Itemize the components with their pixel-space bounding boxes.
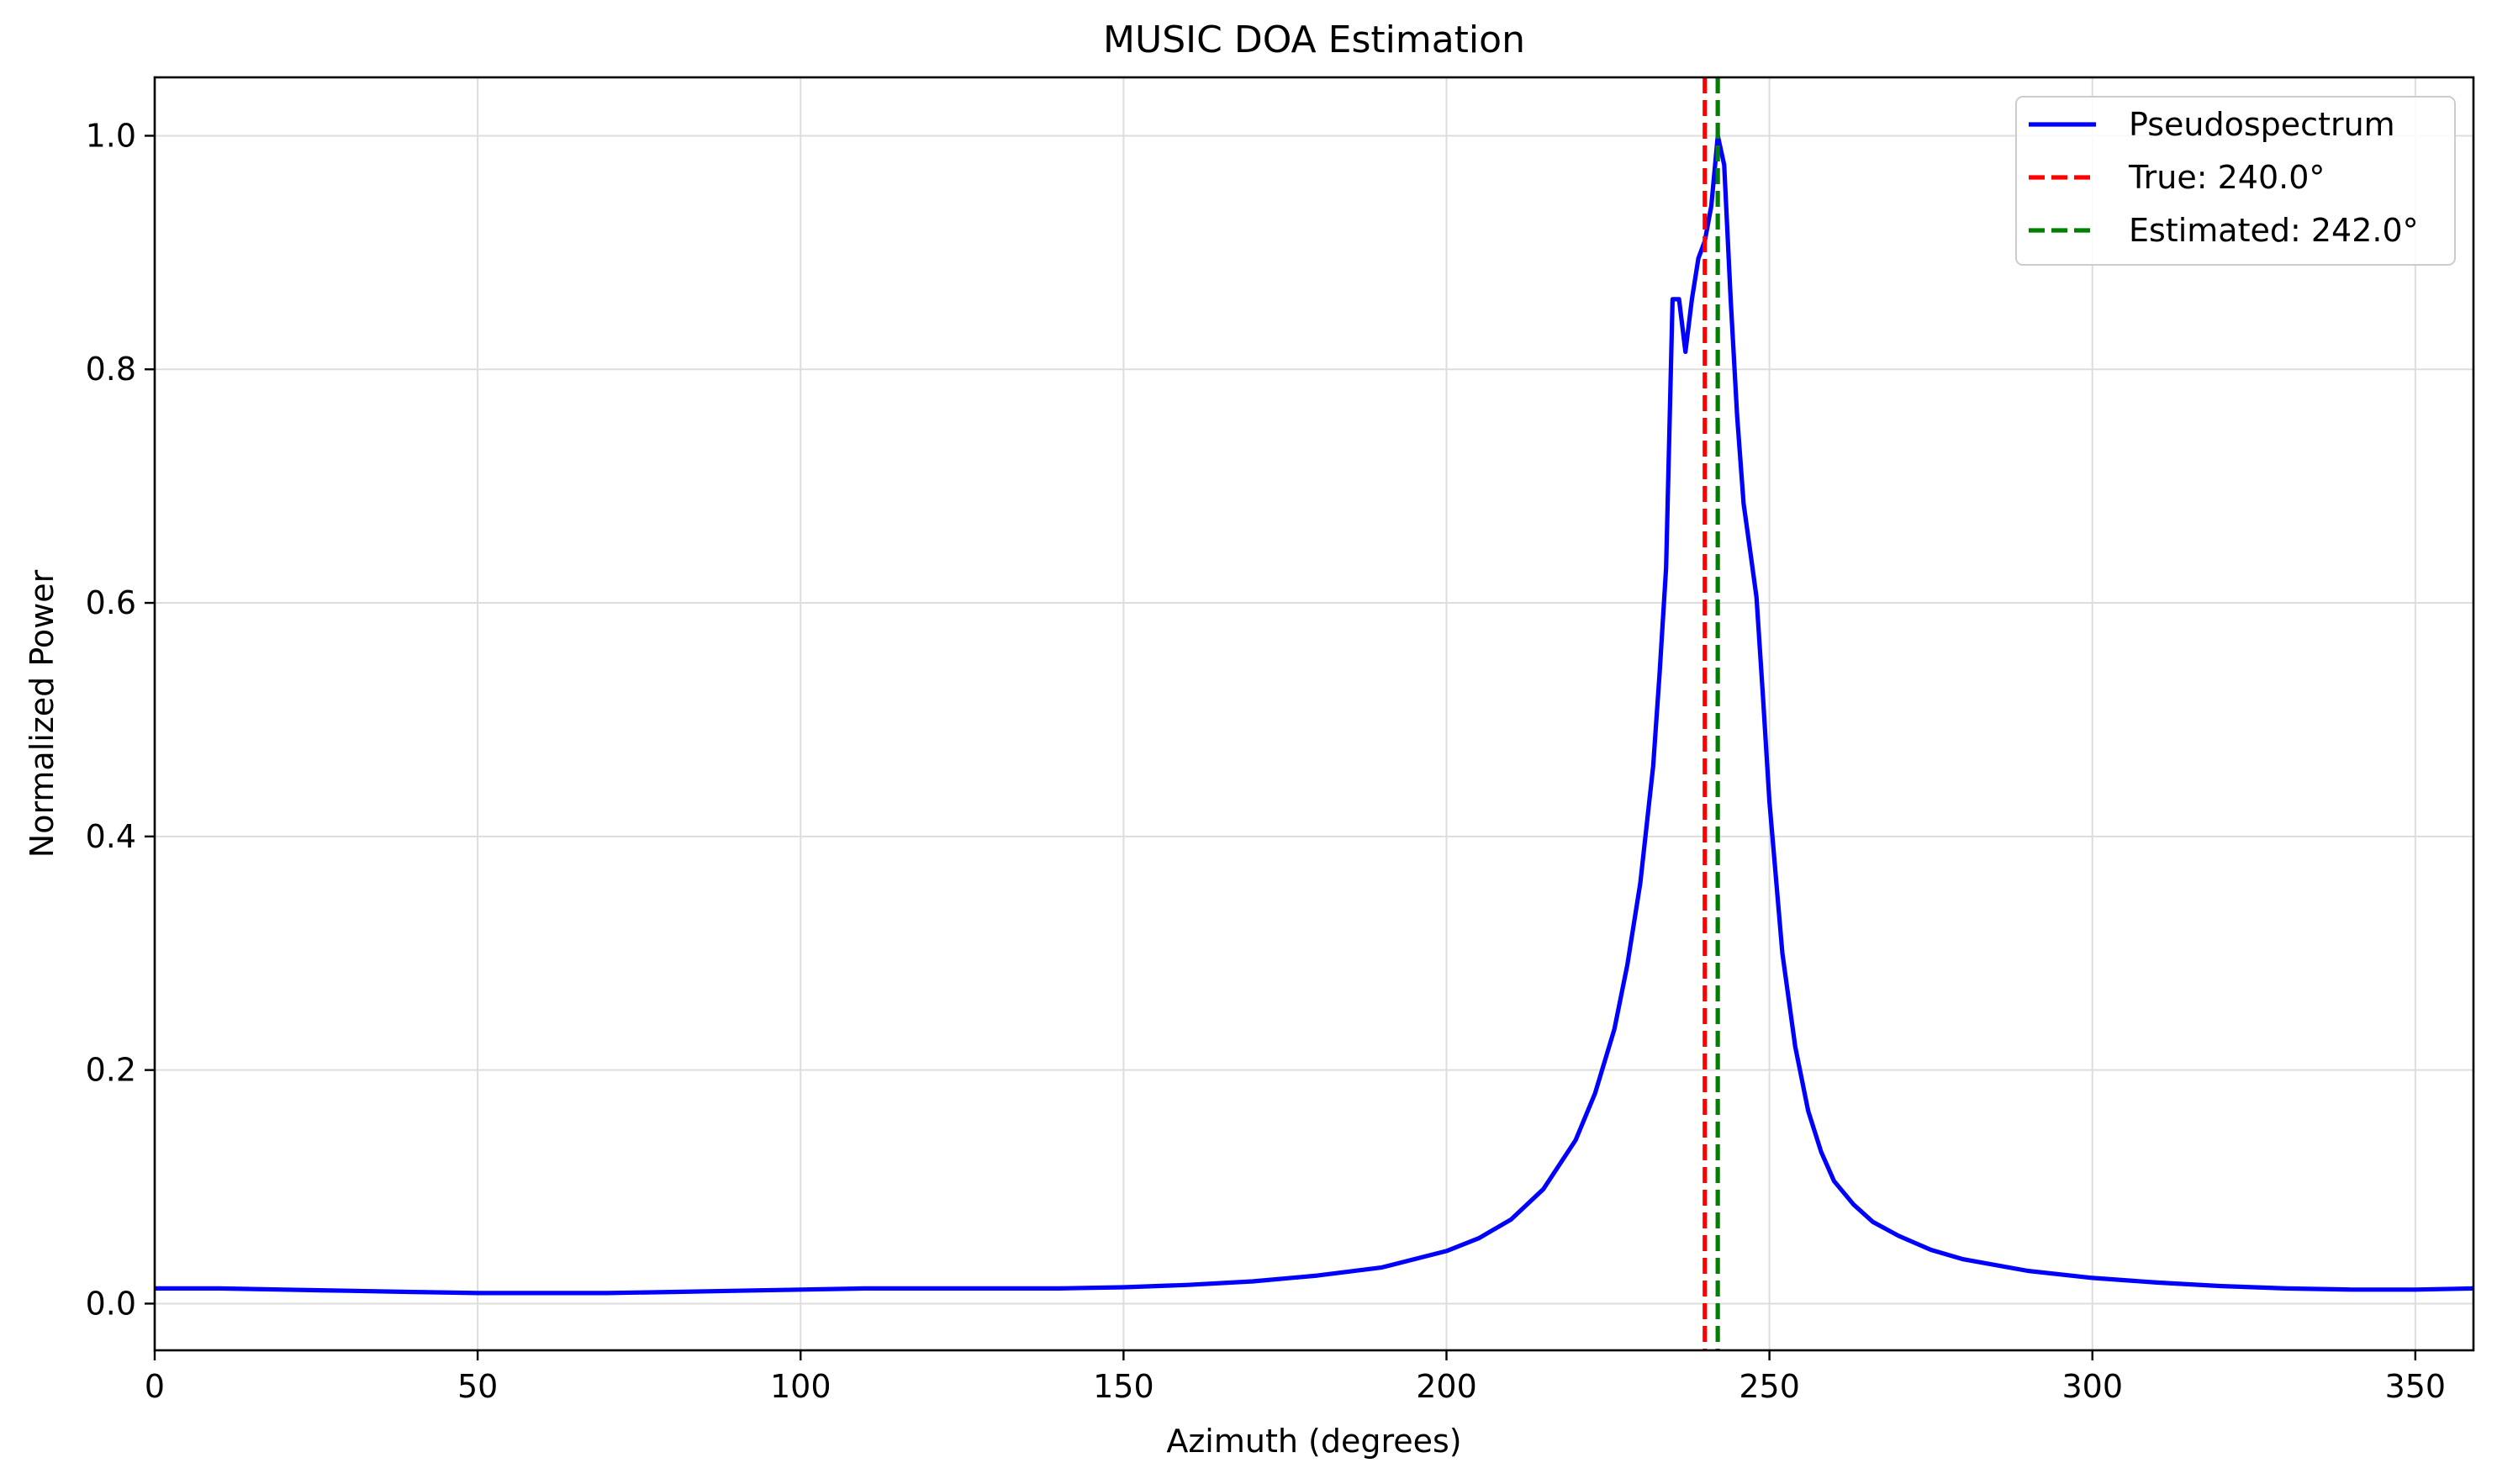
y-tick-label: 0.8 xyxy=(86,351,136,388)
y-axis-label: Normalized Power xyxy=(24,569,61,858)
grid xyxy=(154,77,2473,1350)
y-tick-label: 1.0 xyxy=(86,117,136,154)
chart-title: MUSIC DOA Estimation xyxy=(1103,18,1525,61)
series-layer xyxy=(155,133,2474,1296)
y-axis-ticks: 0.0 0.2 0.4 0.6 0.8 1.0 xyxy=(86,117,155,1322)
y-tick-label: 0.0 xyxy=(86,1285,136,1322)
x-tick-label: 300 xyxy=(2061,1368,2123,1405)
x-tick-label: 350 xyxy=(2385,1368,2447,1405)
x-axis-ticks: 0 50 100 150 200 250 300 350 xyxy=(145,1350,2446,1405)
y-tick-label: 0.2 xyxy=(86,1052,136,1089)
x-axis-label: Azimuth (degrees) xyxy=(1166,1423,1461,1460)
y-tick-label: 0.4 xyxy=(86,818,136,855)
pseudospectrum-line xyxy=(155,133,2474,1296)
x-tick-label: 200 xyxy=(1416,1368,1477,1405)
reference-lines xyxy=(1702,77,1720,1350)
legend-label: True: 240.0° xyxy=(2128,159,2325,196)
x-tick-label: 50 xyxy=(457,1368,498,1405)
x-tick-label: 0 xyxy=(145,1368,165,1405)
y-tick-label: 0.6 xyxy=(86,584,136,621)
legend-box xyxy=(2015,96,2456,266)
plot-frame xyxy=(153,76,2475,1352)
legend: Pseudospectrum True: 240.0° Estimated: 242… xyxy=(2015,96,2456,266)
x-tick-label: 100 xyxy=(770,1368,831,1405)
x-tick-label: 150 xyxy=(1093,1368,1154,1405)
legend-label: Pseudospectrum xyxy=(2129,106,2395,143)
x-tick-label: 250 xyxy=(1739,1368,1800,1405)
legend-label: Estimated: 242.0° xyxy=(2129,212,2419,249)
